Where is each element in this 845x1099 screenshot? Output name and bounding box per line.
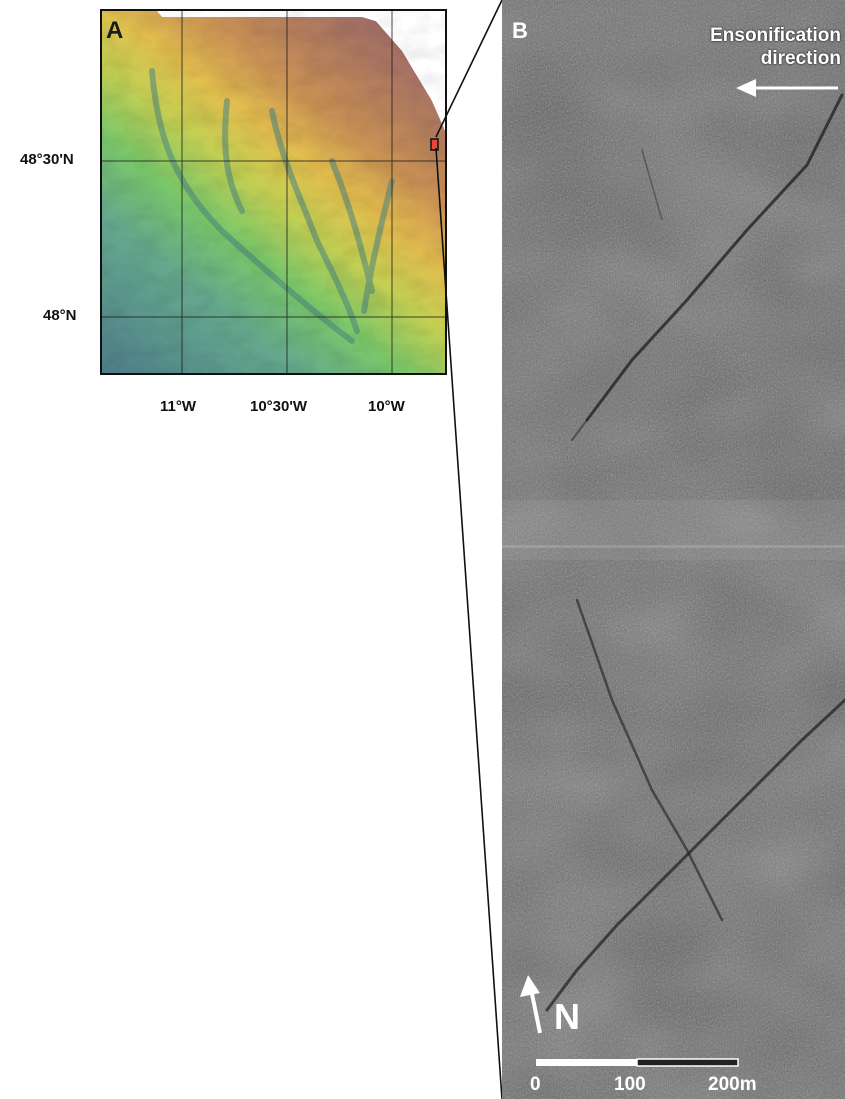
ensonification-word: Ensonification [710, 25, 841, 46]
scale-label-200m: 200m [708, 1074, 757, 1095]
ensonification-label: Ensonification direction [710, 24, 841, 70]
study-area-box [430, 138, 439, 151]
direction-word: direction [760, 48, 841, 69]
north-arrow-icon [520, 975, 542, 1034]
north-label: N [554, 996, 580, 1037]
scale-label-100: 100 [614, 1074, 646, 1095]
sonar-texture [502, 0, 845, 1099]
lat-label-48-30: 48°30'N [20, 151, 74, 168]
panel-a-label: A [106, 17, 124, 44]
scale-bar [536, 1058, 739, 1067]
bathymetry-relief [102, 11, 445, 373]
bathymetry-map: A [100, 9, 447, 375]
ensonification-arrow-icon [736, 79, 838, 97]
scale-label-0: 0 [530, 1074, 541, 1095]
lat-label-48: 48°N [43, 307, 77, 324]
lon-label-10w: 10°W [368, 398, 405, 415]
lon-label-10-30w: 10°30'W [250, 398, 308, 415]
panel-b-label: B [512, 18, 528, 43]
lon-label-11w: 11°W [160, 398, 197, 415]
sidescan-sonar-image: B Ensonification direction N 0 100 200m [502, 0, 845, 1099]
